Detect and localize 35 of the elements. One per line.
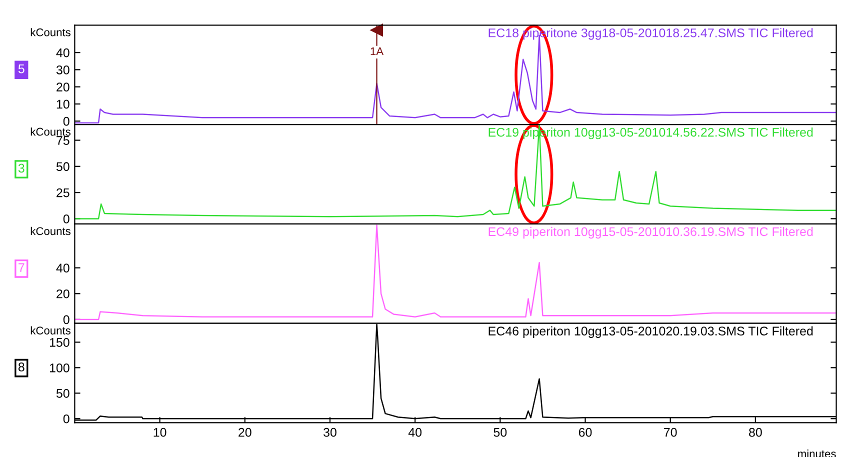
y-axis-title: kCounts: [30, 226, 71, 236]
y-tick-label: 10: [56, 100, 70, 109]
y-tick-label: 25: [56, 188, 70, 198]
y-tick-label: 50: [56, 388, 70, 398]
text: 3: [18, 164, 24, 173]
y-axis-title: kCounts: [30, 128, 71, 136]
x-tick-label: 10: [154, 428, 166, 437]
y-axis-title: kCounts: [30, 326, 71, 334]
x-tick-label: 20: [238, 428, 252, 437]
y-tick-label: 30: [56, 65, 70, 74]
chart-title: EC49 piperiton 10gg15-05-201010.36.19.SMS TIC Filtered: [488, 226, 813, 239]
y-tick-label: 0: [63, 414, 70, 424]
x-tick-label: 80: [749, 428, 762, 437]
x-tick-label: 30: [324, 428, 336, 437]
x-tick-label: 50: [494, 428, 507, 437]
y-tick-label: 50: [56, 162, 70, 172]
y-tick-label: 0: [63, 214, 70, 224]
y-axis-title: kCounts: [30, 28, 71, 36]
y-tick-label: 40: [56, 264, 70, 272]
y-tick-label: 20: [56, 82, 70, 92]
x-tick-label: 40: [408, 428, 422, 437]
chart-title: EC46 piperiton 10gg13-05-201020.19.03.SMS TIC Filtered: [488, 326, 813, 338]
y-tick-label: 75: [56, 136, 70, 145]
y-tick-label: 0: [63, 116, 70, 126]
y-tick-label: 100: [50, 363, 70, 372]
text: 8: [18, 362, 24, 372]
text: 5: [18, 64, 24, 74]
y-tick-label: 20: [56, 289, 70, 298]
x-tick-label: 60: [578, 428, 592, 437]
x-tick-label: 70: [664, 428, 677, 437]
text: 7: [18, 263, 24, 272]
ref-line-label: 1A: [370, 47, 384, 56]
y-tick-label: 150: [50, 338, 70, 347]
y-tick-label: 40: [56, 48, 70, 58]
y-tick-label: 0: [63, 315, 70, 324]
